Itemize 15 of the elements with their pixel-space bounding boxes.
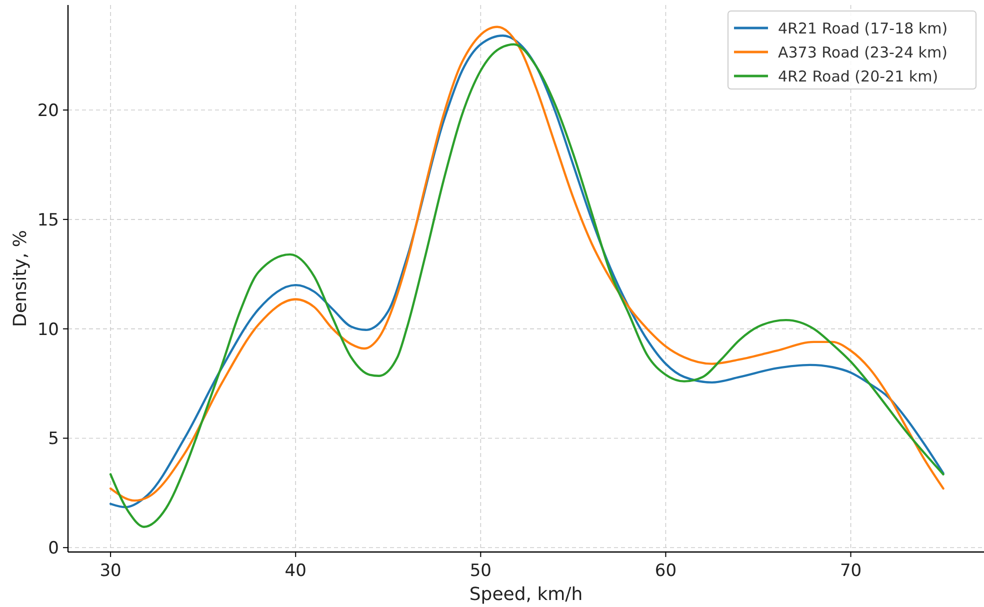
x-tick-label: 70: [840, 561, 862, 581]
x-tick-label: 60: [654, 561, 677, 581]
x-tick-label: 40: [284, 561, 306, 581]
y-axis-title: Density, %: [10, 230, 31, 327]
x-axis-title: Speed, km/h: [469, 584, 583, 605]
x-tick-label: 50: [470, 561, 492, 581]
x-tick-label: 30: [100, 561, 122, 581]
y-tick-label: 10: [37, 320, 59, 340]
y-tick-label: 20: [37, 100, 59, 121]
y-tick-label: 15: [37, 210, 59, 230]
legend-label: 4R21 Road (17-18 km): [778, 19, 948, 38]
legend-label: A373 Road (23-24 km): [778, 43, 948, 62]
y-tick-label: 0: [48, 538, 59, 559]
legend-label: 4R2 Road (20-21 km): [778, 67, 938, 86]
y-tick-label: 5: [48, 429, 59, 450]
